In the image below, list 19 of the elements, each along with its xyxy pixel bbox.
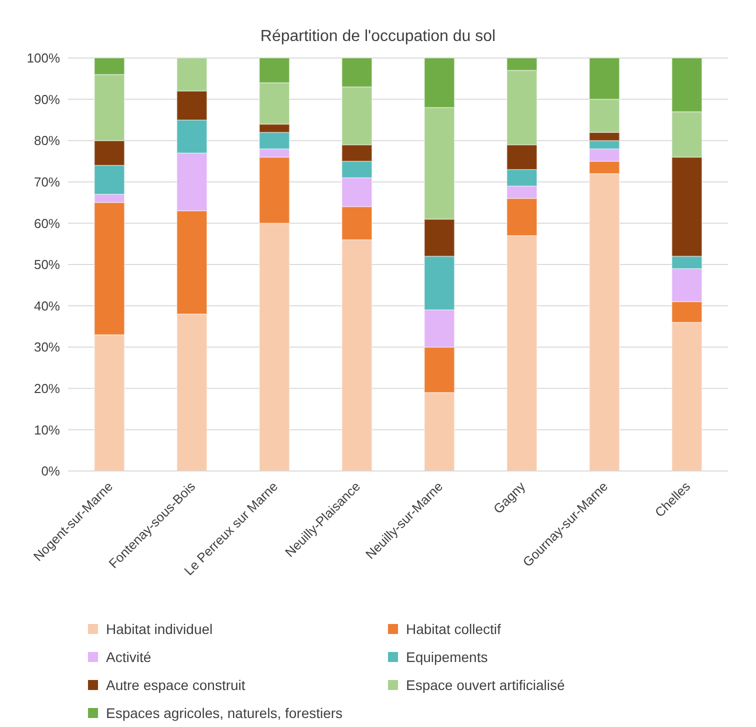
legend-label: Equipements: [405, 649, 489, 665]
y-tick-label: 60%: [34, 216, 60, 231]
y-tick-label: 70%: [34, 174, 60, 190]
legend-label: Habitat individuel: [105, 621, 214, 637]
chart-title: Répartition de l'occupation du sol: [259, 27, 497, 46]
legend-label: Habitat collectif: [405, 621, 502, 637]
legend-label: Autre espace construit: [105, 677, 246, 693]
y-tick-label: 100%: [26, 50, 60, 66]
legend-label: Activité: [105, 649, 152, 665]
y-tick-label: 40%: [34, 298, 60, 314]
legend-label: Espace ouvert artificialisé: [405, 677, 566, 693]
legend-label: Espaces agricoles, naturels, forestiers: [105, 705, 344, 721]
y-tick-label: 50%: [34, 257, 60, 272]
y-tick-label: 30%: [34, 340, 60, 355]
y-tick-label: 90%: [34, 92, 60, 107]
y-tick-label: 20%: [34, 381, 60, 396]
y-tick-label: 10%: [34, 422, 60, 438]
y-tick-label: 80%: [34, 133, 60, 148]
y-tick-label: 0%: [41, 464, 60, 479]
